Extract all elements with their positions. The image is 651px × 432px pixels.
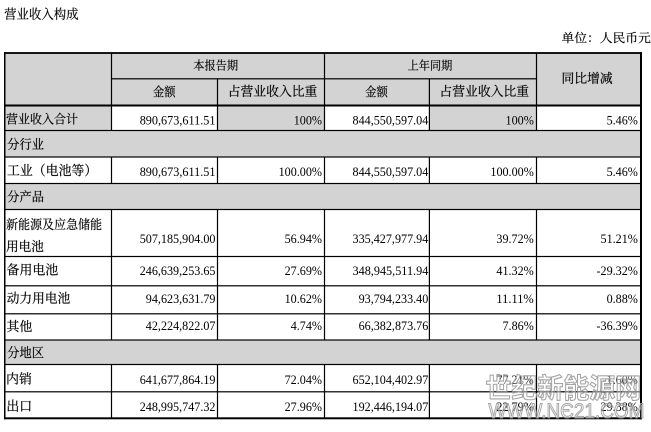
svg-text:11.11%: 11.11% xyxy=(496,292,533,306)
svg-text:27.69%: 27.69% xyxy=(285,264,322,278)
svg-text:100%: 100% xyxy=(294,113,322,127)
svg-text:66,382,873.76: 66,382,873.76 xyxy=(359,319,429,333)
svg-text:192,446,194.07: 192,446,194.07 xyxy=(353,400,429,414)
svg-text:5.46%: 5.46% xyxy=(607,113,638,127)
svg-text:641,677,864.19: 641,677,864.19 xyxy=(140,373,216,387)
svg-text:890,673,611.51: 890,673,611.51 xyxy=(140,165,216,179)
svg-text:27.96%: 27.96% xyxy=(285,400,322,414)
svg-text:51.21%: 51.21% xyxy=(601,232,638,246)
svg-text:10.62%: 10.62% xyxy=(285,292,322,306)
svg-text:-29.32%: -29.32% xyxy=(597,264,638,278)
svg-text:0.88%: 0.88% xyxy=(607,292,638,306)
svg-text:100.00%: 100.00% xyxy=(490,165,533,179)
svg-text:41.32%: 41.32% xyxy=(496,264,533,278)
svg-text:7.86%: 7.86% xyxy=(503,319,534,333)
svg-text:348,945,511.94: 348,945,511.94 xyxy=(353,264,430,278)
svg-text:39.72%: 39.72% xyxy=(496,232,533,246)
svg-text:890,673,611.51: 890,673,611.51 xyxy=(140,113,216,127)
svg-text:29.38%: 29.38% xyxy=(601,400,638,414)
svg-text:5.46%: 5.46% xyxy=(607,165,638,179)
svg-text:844,550,597.04: 844,550,597.04 xyxy=(353,113,430,127)
svg-text:246,639,253.65: 246,639,253.65 xyxy=(140,264,216,278)
svg-text:844,550,597.04: 844,550,597.04 xyxy=(353,165,430,179)
svg-text:4.74%: 4.74% xyxy=(291,319,322,333)
svg-text:100%: 100% xyxy=(506,113,534,127)
svg-text:335,427,977.94: 335,427,977.94 xyxy=(353,232,430,246)
svg-text:42,224,822.07: 42,224,822.07 xyxy=(146,319,216,333)
svg-text:94,623,631.79: 94,623,631.79 xyxy=(146,292,216,306)
svg-text:93,794,233.40: 93,794,233.40 xyxy=(359,292,429,306)
svg-text:652,104,402.97: 652,104,402.97 xyxy=(353,373,429,387)
svg-text:100.00%: 100.00% xyxy=(279,165,322,179)
svg-text:22.79%: 22.79% xyxy=(496,400,533,414)
svg-text:WWW.NЄ21.COM: WWW.NЄ21.COM xyxy=(489,399,645,423)
svg-text:248,995,747.32: 248,995,747.32 xyxy=(140,400,216,414)
svg-text:-36.39%: -36.39% xyxy=(597,319,638,333)
svg-text:507,185,904.00: 507,185,904.00 xyxy=(140,232,216,246)
svg-text:56.94%: 56.94% xyxy=(285,232,322,246)
svg-text:72.04%: 72.04% xyxy=(285,373,322,387)
